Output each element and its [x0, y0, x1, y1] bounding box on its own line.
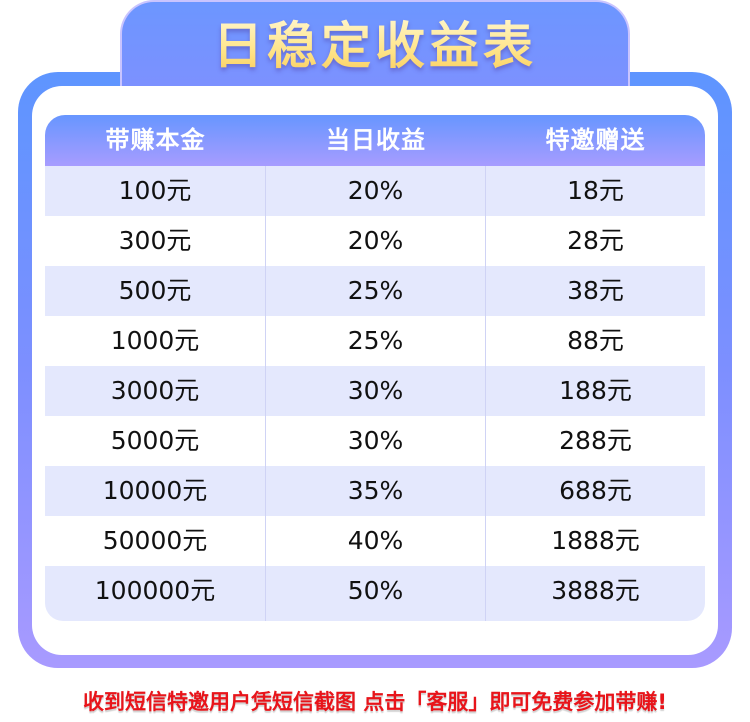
- table-row: 500元 25% 38元: [45, 266, 705, 316]
- table-row: 100000元 50% 3888元: [45, 566, 705, 621]
- cell-principal: 100000元: [45, 566, 266, 621]
- cell-daily-income: 35%: [266, 466, 486, 516]
- cell-principal: 5000元: [45, 416, 266, 466]
- cell-bonus: 38元: [567, 276, 624, 305]
- cell-daily-income: 25%: [266, 316, 486, 366]
- cell-bonus: 28元: [567, 226, 624, 255]
- title-tab: [120, 0, 630, 100]
- table-row: 50000元 40% 1888元: [45, 516, 705, 566]
- cell-bonus: 3888元: [551, 576, 640, 605]
- page-title: 日稳定收益表: [120, 6, 630, 86]
- header-bonus: 特邀赠送: [545, 126, 646, 154]
- cell-daily-income: 50%: [266, 566, 486, 621]
- cell-principal: 3000元: [45, 366, 266, 416]
- cell-daily-income: 30%: [266, 366, 486, 416]
- table-row: 300元 20% 28元: [45, 216, 705, 266]
- table-row: 1000元 25% 88元: [45, 316, 705, 366]
- income-table: 带赚本金 当日收益 特邀赠送 100元 20% 18元 300元 20% 28元 500元 2…: [45, 115, 705, 621]
- cell-principal: 1000元: [45, 316, 266, 366]
- cell-principal: 300元: [45, 216, 266, 266]
- cell-principal: 500元: [45, 266, 266, 316]
- cell-bonus: 1888元: [551, 526, 640, 555]
- cell-daily-income: 25%: [266, 266, 486, 316]
- cell-bonus: 188元: [559, 376, 632, 405]
- table-header: 带赚本金 当日收益 特邀赠送: [45, 115, 705, 166]
- cell-principal: 10000元: [45, 466, 266, 516]
- cell-daily-income: 40%: [266, 516, 486, 566]
- table-body: 100元 20% 18元 300元 20% 28元 500元 25% 38元 1000元 25% 88…: [45, 166, 705, 621]
- cell-daily-income: 20%: [266, 166, 486, 216]
- cell-bonus: 288元: [559, 426, 632, 455]
- header-daily-income: 当日收益: [326, 126, 426, 154]
- cell-principal: 50000元: [45, 516, 266, 566]
- table-row: 100元 20% 18元: [45, 166, 705, 216]
- table-row: 3000元 30% 188元: [45, 366, 705, 416]
- table-row: 10000元 35% 688元: [45, 466, 705, 516]
- footer-note: 收到短信特邀用户凭短信截图 点击「客服」即可免费参加带赚!: [83, 690, 667, 714]
- header-principal: 带赚本金: [105, 126, 206, 154]
- cell-daily-income: 30%: [266, 416, 486, 466]
- table-row: 5000元 30% 288元: [45, 416, 705, 466]
- cell-principal: 100元: [45, 166, 266, 216]
- cell-bonus: 18元: [567, 176, 624, 205]
- cell-daily-income: 20%: [266, 216, 486, 266]
- cell-bonus: 88元: [567, 326, 624, 355]
- cell-bonus: 688元: [559, 476, 632, 505]
